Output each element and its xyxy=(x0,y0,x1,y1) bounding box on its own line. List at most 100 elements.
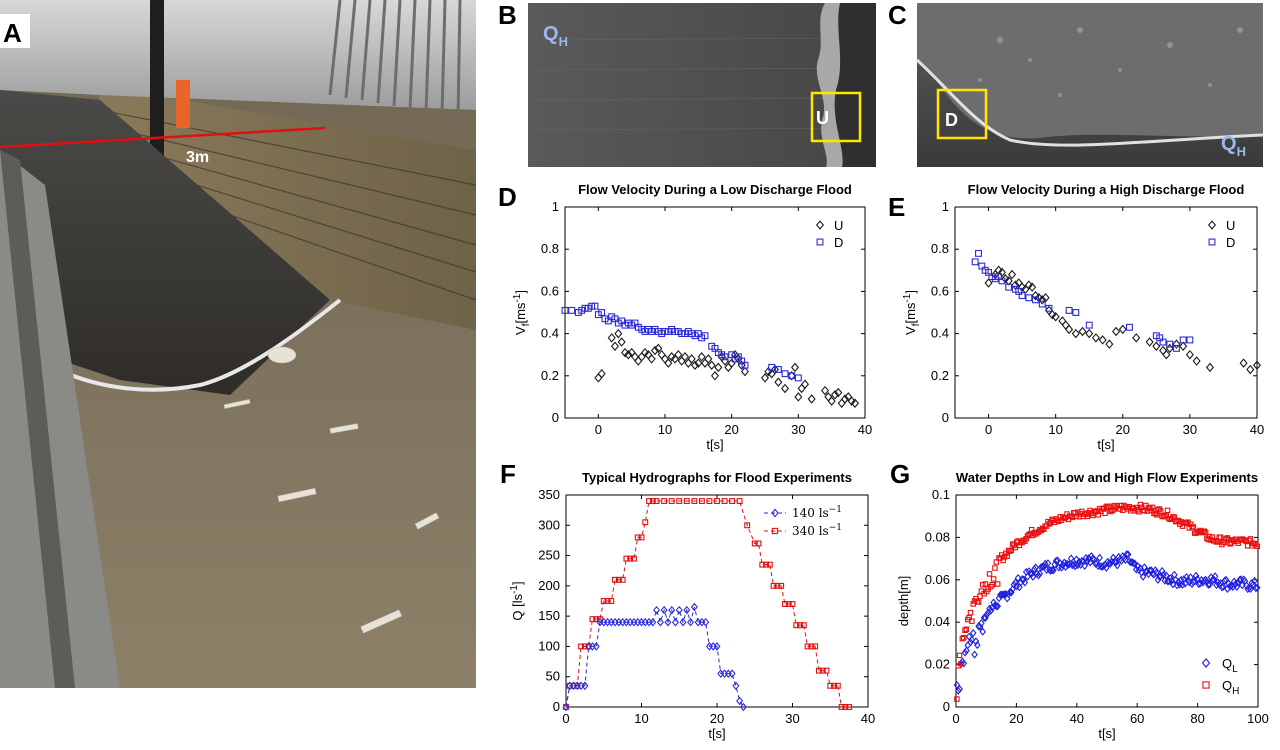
chart-G-point-L xyxy=(1043,565,1050,575)
chart-G-point-L xyxy=(1211,572,1219,581)
chart-E-point-U xyxy=(1145,337,1154,347)
chart-F-xtick-label: 0 xyxy=(562,711,569,726)
chart-F-point-square xyxy=(819,667,826,674)
chart-F-point-square xyxy=(800,622,807,629)
chart-D-point-D xyxy=(781,370,789,378)
chart-F-point-square xyxy=(736,498,743,505)
panel-label-e: E xyxy=(888,192,905,222)
chart-G-point-H xyxy=(1164,507,1171,514)
chart-E-xlabel: t[s] xyxy=(1097,437,1114,452)
chart-G-point-H xyxy=(1153,512,1160,518)
chart-G-xlabel: t[s] xyxy=(1098,726,1115,741)
chart-D-xtick-label: 40 xyxy=(858,422,872,437)
chart-G-point-L xyxy=(1166,574,1174,583)
chart-D-point-U xyxy=(704,354,713,364)
svg-text:QH: QH xyxy=(1221,133,1246,159)
panel-label-b: B xyxy=(498,0,517,30)
chart-D-xtick-label: 10 xyxy=(658,422,672,437)
chart-G-point-L xyxy=(1219,582,1227,591)
chart-F-point-square xyxy=(600,598,607,604)
chart-E-legend-label-D: D xyxy=(1226,235,1235,250)
chart-F-point-square xyxy=(774,582,781,589)
chart-g: 0 20 40 60 80 100 0 0.02 0.04 0.06 0.08 0.1 t[s] Wate… xyxy=(896,470,1269,741)
sensor-orange xyxy=(176,80,190,128)
chart-G-ytick-label: 0.08 xyxy=(925,529,950,544)
chart-G-point-L xyxy=(1157,572,1165,581)
chart-D-point-U xyxy=(617,337,626,347)
chart-F-point-square xyxy=(781,601,788,607)
chart-G-xtick-label: 20 xyxy=(1009,711,1023,726)
chart-E-point-D xyxy=(1005,283,1013,291)
chart-D-point-U xyxy=(610,341,620,352)
chart-G-point-L xyxy=(968,635,976,644)
chart-E-point-U xyxy=(1031,290,1040,301)
chart-D-title: Flow Velocity During a Low Discharge Flo… xyxy=(578,182,852,197)
chart-D-point-D xyxy=(561,306,569,314)
chart-E-xtick-label: 10 xyxy=(1048,422,1062,437)
chart-G-point-H xyxy=(1137,501,1144,508)
chart-E-ytick-label: 0.4 xyxy=(931,326,949,341)
chart-G-point-H xyxy=(1109,507,1115,514)
chart-E-point-U xyxy=(1028,282,1037,292)
chart-G-ytick-label: 0 xyxy=(943,699,950,714)
chart-D-xtick-label: 30 xyxy=(791,422,805,437)
chart-F-point-square xyxy=(676,498,683,505)
chart-G-point-H xyxy=(975,599,982,605)
chart-D-point-D xyxy=(768,363,776,371)
box-d xyxy=(936,88,988,140)
chart-G-point-H xyxy=(969,618,975,624)
chart-G-point-L xyxy=(1036,569,1044,578)
chart-G-point-L xyxy=(1232,580,1239,589)
chart-G-point-L xyxy=(994,602,1001,611)
chart-E-point-U xyxy=(1038,295,1047,305)
chart-D-plot-area xyxy=(564,206,866,419)
panel-b-photo: U QH B xyxy=(498,0,876,167)
chart-G-point-L xyxy=(1032,563,1040,572)
flood-front xyxy=(38,298,342,392)
panel-c-photo: D QH C xyxy=(888,0,1264,167)
chart-E-point-D xyxy=(1072,309,1080,316)
chart-F-ylabel: Q [ls-1] xyxy=(509,581,525,620)
chart-F-point-diamond xyxy=(581,681,589,691)
chart-F-point-square xyxy=(634,534,641,541)
chart-F-point-square xyxy=(831,682,837,689)
chart-D-point-U xyxy=(807,394,816,404)
chart-F-point-diamond xyxy=(656,617,664,627)
chart-G-point-H xyxy=(959,635,966,642)
panel-c-flow-sub: H xyxy=(1237,144,1246,159)
chart-G-point-L xyxy=(973,641,981,650)
chart-F-point-diamond xyxy=(671,617,679,627)
chart-E-point-D xyxy=(1025,294,1033,302)
chart-G-point-L xyxy=(967,638,974,647)
chart-D-ytick-label: 0.4 xyxy=(541,326,559,341)
chart-G-point-L xyxy=(1205,580,1212,589)
chart-F-point-diamond xyxy=(653,605,661,615)
chart-E-ytick-label: 0 xyxy=(942,410,949,425)
panel-a-photo: 3m A xyxy=(0,0,476,688)
chart-E-point-U xyxy=(1239,358,1248,368)
chart-D-point-U xyxy=(787,371,796,381)
chart-F-legend-marker-square xyxy=(771,527,779,535)
chart-G-point-L xyxy=(1093,558,1101,567)
chart-F-point-diamond xyxy=(713,642,721,651)
chart-G-point-L xyxy=(1122,555,1129,565)
chart-F-point-square xyxy=(812,643,819,650)
chart-D-point-U xyxy=(607,333,616,343)
chart-G-point-H xyxy=(1201,528,1207,534)
chart-F-point-square xyxy=(842,704,849,710)
chart-E-point-D xyxy=(1032,296,1039,304)
chart-F-point-square xyxy=(627,555,634,562)
chart-G-point-L xyxy=(1081,561,1088,571)
chart-F-point-square xyxy=(815,667,822,674)
chart-G-point-L xyxy=(1139,572,1147,581)
chart-G-point-L xyxy=(1067,554,1075,563)
chart-G-point-H xyxy=(1000,557,1006,564)
chart-D-ytick-label: 0.6 xyxy=(541,283,559,298)
chart-G-point-H xyxy=(1158,508,1164,514)
chart-D-point-U xyxy=(614,328,623,339)
chart-G-point-L xyxy=(1112,558,1120,567)
chart-F-point-diamond xyxy=(679,617,687,627)
chart-G-ytick-label: 0.1 xyxy=(932,487,950,502)
chart-G-point-H xyxy=(1246,537,1252,544)
chart-G-point-L xyxy=(1192,571,1200,580)
